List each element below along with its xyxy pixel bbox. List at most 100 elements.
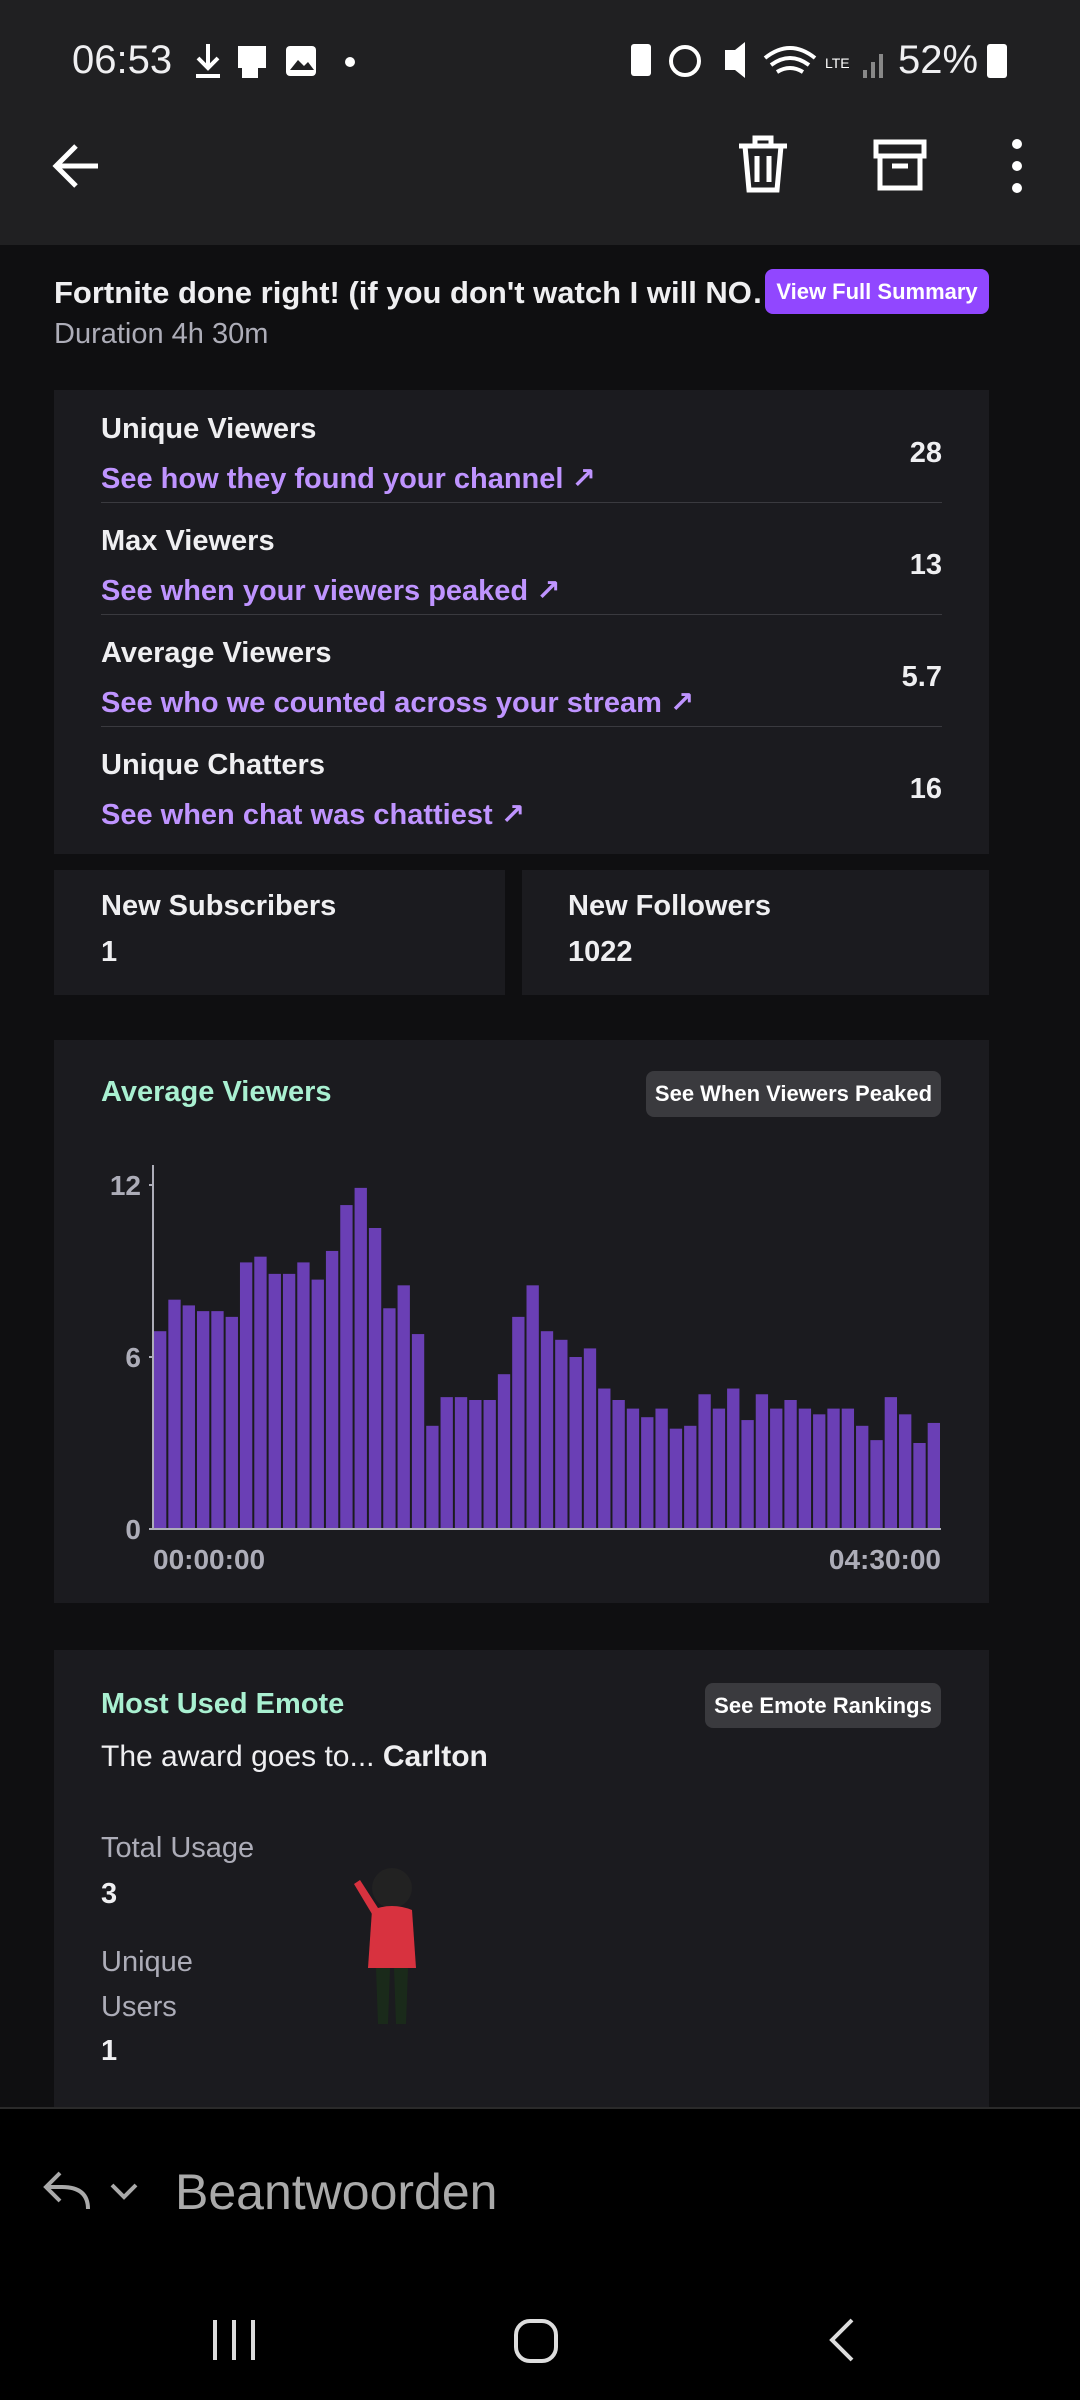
stat-link[interactable]: See how they found your channel ↗: [101, 463, 596, 495]
chart-title: Average Viewers: [101, 1076, 332, 1108]
emote-card: Most Used Emote See Emote Rankings The a…: [54, 1650, 989, 2107]
emote-name: Carlton: [382, 1740, 488, 1773]
bar: [927, 1422, 940, 1529]
chart: 0 6 12 00:00:00 04:30:00: [110, 1165, 941, 1575]
bar: [641, 1417, 654, 1529]
view-full-summary-button[interactable]: View Full Summary: [765, 269, 989, 314]
bottom-area: Beantwoorden: [0, 2107, 1080, 2400]
status-icons-right: LTE: [631, 42, 883, 78]
bar: [397, 1285, 410, 1529]
bar: [182, 1305, 195, 1529]
bar: [383, 1308, 396, 1529]
bar: [454, 1397, 468, 1529]
archive-button[interactable]: [872, 136, 928, 192]
stat-value: 16: [909, 773, 942, 805]
bar: [469, 1400, 482, 1529]
bar: [669, 1428, 683, 1529]
bar: [497, 1374, 511, 1529]
bar: [282, 1273, 296, 1529]
x-tick-label: 00:00:00: [153, 1544, 265, 1575]
emote-image: [354, 1868, 416, 2024]
divider: [0, 2107, 1080, 2109]
bar: [827, 1408, 840, 1529]
bar: [440, 1397, 453, 1529]
bar: [798, 1408, 812, 1529]
stat-link[interactable]: See who we counted across your stream ↗: [101, 687, 695, 719]
stat-label: Average Viewers: [101, 637, 332, 669]
bar: [426, 1425, 439, 1529]
bar: [712, 1408, 726, 1529]
delete-button[interactable]: [735, 134, 791, 194]
bar: [268, 1273, 281, 1529]
nav-bar: [213, 2318, 854, 2363]
more-button[interactable]: [1004, 136, 1030, 196]
bar: [727, 1388, 740, 1529]
stream-title: Fortnite done right! (if you don't watch…: [54, 275, 783, 310]
bar: [340, 1205, 353, 1529]
bar: [354, 1187, 367, 1529]
stat-value: 5.7: [901, 661, 942, 693]
bar: [168, 1299, 181, 1529]
bar: [770, 1408, 783, 1529]
bar: [741, 1420, 754, 1529]
total-usage-label: Total Usage: [101, 1832, 255, 1864]
separator: [101, 726, 942, 727]
y-tick-label: 12: [110, 1170, 141, 1201]
stat-link[interactable]: See when your viewers peaked ↗: [101, 575, 561, 607]
bar: [870, 1440, 883, 1529]
stat-link-text[interactable]: See who we counted across your stream: [101, 687, 662, 719]
top-bar: 06:53 LTE 52%: [0, 0, 1080, 245]
stat-link-text[interactable]: See how they found your channel: [101, 463, 564, 495]
bar: [297, 1262, 310, 1529]
bar: [239, 1262, 253, 1529]
bar: [598, 1388, 611, 1529]
bar: [841, 1408, 855, 1529]
bar: [626, 1408, 640, 1529]
y-tick-label: 0: [125, 1514, 141, 1545]
chart-card: Average Viewers See When Viewers Peaked …: [54, 1040, 989, 1603]
battery-icon: [987, 44, 1007, 78]
followers-card: New Followers 1022: [522, 870, 989, 995]
bar: [755, 1394, 769, 1529]
stat-value: 13: [909, 549, 942, 581]
bar: [655, 1408, 668, 1529]
bar: [813, 1414, 826, 1529]
reply-label[interactable]: Beantwoorden: [175, 2164, 498, 2220]
stat-label: Max Viewers: [101, 525, 275, 557]
bar: [612, 1400, 625, 1529]
unique-users: 1: [101, 2035, 118, 2067]
status-icons-left: [196, 44, 355, 78]
bar: [555, 1339, 568, 1529]
total-usage: 3: [101, 1878, 118, 1910]
bar: [583, 1348, 597, 1529]
duration: Duration 4h 30m: [54, 318, 269, 350]
stat-label: Unique Chatters: [101, 749, 325, 781]
stat-link[interactable]: See when chat was chattiest ↗: [101, 799, 526, 831]
bar: [196, 1311, 210, 1529]
stats-card: Unique Viewers See how they found your c…: [54, 390, 989, 854]
separator: [101, 502, 942, 503]
count-value: 1: [101, 936, 118, 968]
stat-value: 28: [909, 437, 942, 469]
bar: [325, 1250, 339, 1529]
emote-rankings-button[interactable]: See Emote Rankings: [705, 1683, 941, 1728]
stat-link-text[interactable]: See when chat was chattiest: [101, 799, 493, 831]
award-prefix: The award goes to...: [101, 1740, 375, 1773]
bar: [899, 1414, 912, 1529]
bar: [784, 1400, 797, 1529]
bar: [483, 1400, 496, 1529]
reply-icon[interactable]: [40, 2169, 150, 2219]
bar: [368, 1228, 382, 1529]
emote-title: Most Used Emote: [101, 1688, 345, 1720]
bar: [684, 1425, 697, 1529]
bar: [856, 1425, 869, 1529]
y-tick-label: 6: [125, 1342, 141, 1373]
bar: [512, 1316, 525, 1529]
count-value: 1022: [568, 936, 633, 968]
see-peak-button[interactable]: See When Viewers Peaked: [646, 1071, 941, 1117]
stat-link-text[interactable]: See when your viewers peaked: [101, 575, 529, 607]
back-button[interactable]: [48, 136, 108, 196]
status-time: 06:53: [72, 38, 173, 82]
